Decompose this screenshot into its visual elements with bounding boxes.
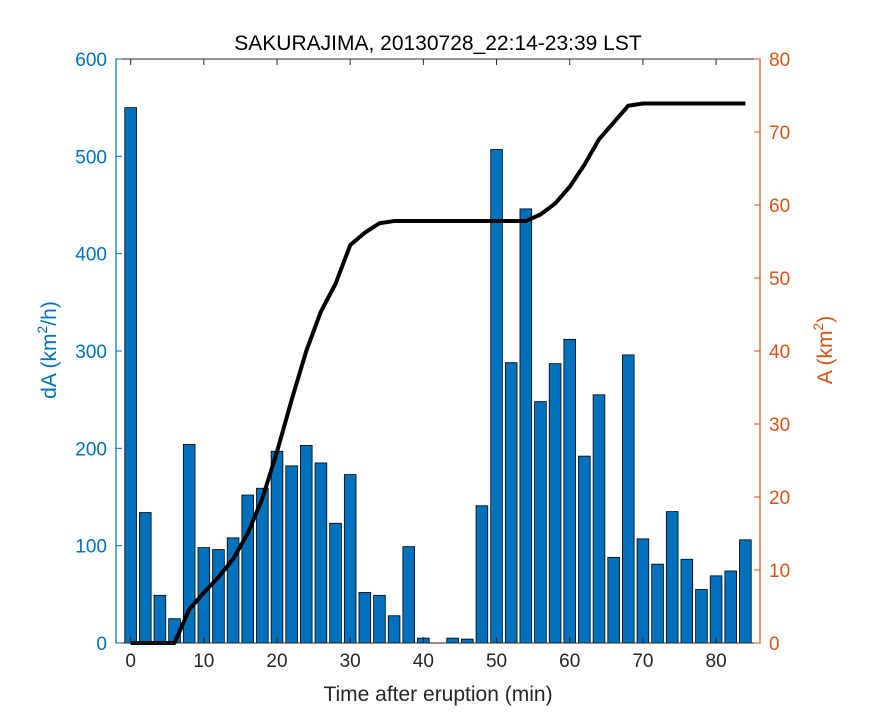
y-axis-left: 0 100 200 300 400 500 600	[75, 50, 122, 655]
bar	[739, 539, 752, 644]
y-right-tick-label: 30	[769, 415, 790, 436]
y-right-tick-label: 50	[769, 269, 790, 290]
y-right-tick-label: 0	[769, 634, 780, 655]
y-axis-right: 0 10 20 30 40 50 60 70 80	[754, 50, 790, 655]
bar	[241, 494, 254, 644]
y-left-tick-label: 400	[75, 245, 107, 266]
y-left-tick-label: 300	[75, 342, 107, 363]
x-tick-label: 70	[632, 651, 653, 672]
x-tick-label: 30	[340, 651, 361, 672]
bar	[636, 538, 650, 644]
bar	[446, 637, 459, 644]
y-right-tick-label: 80	[769, 50, 790, 71]
bar	[358, 591, 372, 644]
y-right-tick-label: 40	[769, 342, 790, 363]
bar	[563, 338, 576, 644]
bar	[622, 354, 635, 644]
chart-title: SAKURAJIMA, 20130728_22:14-23:39 LST	[234, 32, 642, 55]
bar	[329, 522, 342, 644]
x-tick-label: 50	[486, 651, 507, 672]
bar	[387, 615, 401, 644]
y-left-tick-label: 600	[75, 50, 107, 71]
cumulative-area-line	[130, 101, 746, 645]
bar	[490, 149, 503, 644]
bar	[153, 594, 167, 644]
bar	[651, 563, 664, 644]
x-axis-label: Time after eruption (min)	[323, 683, 552, 706]
bar	[461, 638, 474, 644]
bar	[402, 546, 415, 644]
y-right-tick-label: 60	[769, 196, 790, 217]
bar	[607, 556, 620, 644]
bar	[504, 362, 518, 644]
bar	[343, 474, 357, 644]
y-axis-right-label: A (km2)	[810, 316, 837, 384]
y-right-tick-label: 70	[769, 123, 790, 144]
bar	[724, 570, 737, 644]
y-left-label-tail: /h)	[38, 301, 61, 326]
bar	[475, 505, 489, 644]
bar	[519, 208, 533, 644]
bar	[270, 450, 284, 644]
bar	[300, 445, 313, 644]
y-left-label-base: dA (km	[38, 333, 61, 398]
y-left-tick-label: 100	[75, 537, 107, 558]
bar	[285, 465, 298, 644]
y-axis-left-label: dA (km2/h)	[34, 301, 61, 399]
y-left-label-sup: 2	[34, 325, 50, 333]
y-left-tick-label: 500	[75, 147, 107, 168]
bar	[139, 512, 152, 644]
x-axis: 0 10 20 30 40 50 60 70 80	[125, 59, 727, 672]
y-left-tick-label: 0	[96, 634, 107, 655]
x-tick-label: 80	[706, 651, 727, 672]
y-right-tick-label: 20	[769, 488, 790, 509]
bar-series	[124, 107, 752, 644]
x-tick-label: 60	[559, 651, 580, 672]
y-right-tick-label: 10	[769, 561, 790, 582]
y-right-label-sup: 2	[810, 323, 826, 331]
bar	[680, 558, 694, 644]
x-tick-label: 40	[413, 651, 434, 672]
bar	[534, 401, 547, 644]
x-tick-label: 10	[193, 651, 214, 672]
bar	[592, 394, 606, 644]
bar	[548, 363, 562, 644]
y-right-label-tail: )	[814, 316, 837, 323]
y-right-label-base: A (km	[814, 331, 837, 385]
bar	[124, 107, 137, 644]
bar	[709, 575, 723, 644]
bar	[314, 462, 328, 644]
bar	[212, 549, 225, 644]
bar	[373, 594, 386, 644]
x-tick-label: 0	[125, 651, 136, 672]
x-tick-label: 20	[266, 651, 287, 672]
bar	[665, 511, 679, 644]
bar	[578, 455, 591, 644]
bar	[695, 589, 708, 644]
y-left-tick-label: 200	[75, 439, 107, 460]
